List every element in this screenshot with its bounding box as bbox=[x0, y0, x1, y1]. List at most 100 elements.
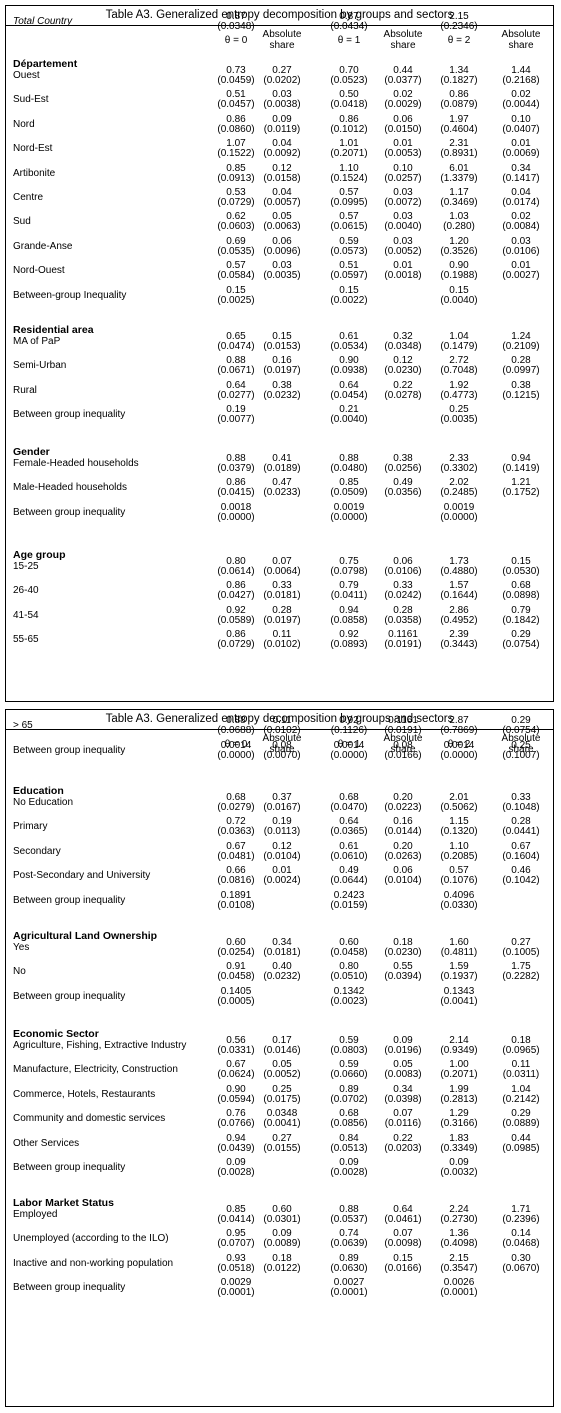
cell-stderr: (0.0458) bbox=[330, 947, 368, 958]
cell-stderr: (0.2109) bbox=[502, 341, 540, 352]
cell-value: 0.64 bbox=[339, 816, 359, 828]
cell-stderr: (0.0254) bbox=[217, 947, 255, 958]
cell-stderr: (0.1417) bbox=[502, 172, 540, 184]
cell-value: 0.20 bbox=[393, 792, 413, 803]
cell-stderr: (0.0454) bbox=[330, 389, 368, 401]
cell-stderr: (0.0072) bbox=[384, 197, 422, 208]
cell-stderr: (0.1007) bbox=[502, 750, 540, 761]
cell-stderr: (0.1937) bbox=[440, 971, 478, 983]
cell-value: 0.1342 bbox=[333, 985, 365, 997]
cell-stderr: (0.0166) bbox=[384, 750, 422, 761]
cell-value: 0.47 bbox=[272, 477, 292, 489]
row-label: Between group inequality bbox=[13, 745, 126, 756]
cell-value: 0.64 bbox=[339, 379, 359, 391]
cell-stderr: (0.0278) bbox=[384, 389, 422, 401]
col-theta0: θ = 0 bbox=[224, 739, 248, 750]
cell-value: 0.88 bbox=[226, 715, 246, 726]
cell-stderr: (0.1419) bbox=[502, 463, 540, 474]
cell-stderr: (0.0052) bbox=[384, 245, 422, 257]
cell-value: 0.67 bbox=[226, 1059, 246, 1071]
cell-stderr: (0.0816) bbox=[217, 875, 255, 887]
cell-stderr: (0.0913) bbox=[217, 172, 255, 184]
cell-value: 0.02 bbox=[511, 211, 531, 223]
cell-value: 0.86 bbox=[226, 629, 246, 641]
row-label: Semi-Urban bbox=[13, 360, 67, 372]
cell-value: 0.94 bbox=[226, 1132, 246, 1144]
cell-value: 0.04 bbox=[272, 138, 292, 150]
cell-stderr: (0.0856) bbox=[330, 1118, 368, 1130]
cell-value: 0.61 bbox=[339, 331, 359, 342]
cell-stderr: (0.0189) bbox=[263, 463, 301, 474]
cell-value: 0.86 bbox=[339, 113, 359, 125]
cell-stderr: (0.0427) bbox=[217, 590, 255, 602]
cell-value: 0.87 bbox=[339, 11, 359, 22]
cell-stderr: (0.0106) bbox=[384, 566, 422, 577]
row-label: Male-Headed households bbox=[13, 482, 127, 494]
cell-value: 0.1891 bbox=[220, 889, 252, 901]
cell-value: 0.90 bbox=[339, 355, 359, 367]
cell-value: 0.41 bbox=[272, 453, 292, 464]
cell-stderr: (0.2730) bbox=[440, 1214, 478, 1225]
cell-value: 1.17 bbox=[449, 187, 469, 198]
cell-stderr: (0.2085) bbox=[440, 850, 478, 862]
cell-value: 0.68 bbox=[511, 580, 531, 592]
row-label: Inactive and non-working population bbox=[13, 1257, 174, 1269]
cell-stderr: (0.2282) bbox=[502, 971, 540, 983]
cell-value: 1.10 bbox=[449, 840, 469, 852]
table-panel-1: Table A3. Generalized entropy decomposit… bbox=[5, 5, 554, 702]
cell-value: 0.05 bbox=[272, 1059, 292, 1071]
row-label: Total Country bbox=[13, 16, 73, 27]
cell-stderr: (0.0108) bbox=[217, 899, 255, 911]
cell-stderr: (0.4604) bbox=[440, 123, 478, 135]
cell-stderr: (0.2346) bbox=[440, 21, 478, 32]
cell-stderr: (0.0394) bbox=[384, 971, 422, 983]
cell-value: 0.01 bbox=[393, 138, 413, 150]
row-label: No Education bbox=[13, 797, 74, 808]
cell-value: 0.57 bbox=[339, 211, 359, 223]
cell-stderr: (0.4880) bbox=[440, 566, 478, 577]
cell-stderr: (0.0879) bbox=[440, 99, 478, 111]
row-label: Community and domestic services bbox=[13, 1113, 166, 1125]
cell-stderr: (0.0644) bbox=[330, 875, 368, 887]
cell-value: 0.18 bbox=[393, 937, 413, 948]
cell-value: 0.88 bbox=[226, 355, 246, 367]
cell-value: 0.14 bbox=[511, 1228, 531, 1240]
cell-stderr: (0.0407) bbox=[502, 123, 540, 135]
cell-stderr: (0.1522) bbox=[217, 148, 255, 160]
cell-stderr: (0.7048) bbox=[440, 365, 478, 377]
section-title: Gender bbox=[13, 446, 50, 458]
cell-stderr: (0.0597) bbox=[330, 270, 368, 282]
cell-stderr: (0.0083) bbox=[384, 1069, 422, 1081]
cell-value: 0.60 bbox=[272, 1204, 292, 1215]
cell-value: 0.69 bbox=[226, 235, 246, 247]
cell-stderr: (0.0530) bbox=[502, 566, 540, 577]
cell-stderr: (0.0041) bbox=[263, 1118, 301, 1130]
cell-value: 0.1161 bbox=[388, 629, 418, 641]
row-label: Between group inequality bbox=[13, 894, 126, 906]
col-theta2: θ = 2 bbox=[447, 739, 471, 750]
cell-value: 0.04 bbox=[272, 187, 292, 198]
cell-value: 0.0019 bbox=[443, 501, 475, 513]
cell-value: 0.0348 bbox=[266, 1108, 298, 1120]
cell-stderr: (0.3469) bbox=[440, 197, 478, 208]
cell-stderr: (0.0005) bbox=[217, 995, 255, 1007]
cell-stderr: (0.0203) bbox=[384, 1142, 422, 1154]
cell-value: 0.03 bbox=[272, 89, 292, 101]
cell-stderr: (0.0063) bbox=[263, 221, 301, 233]
cell-stderr: (0.3166) bbox=[440, 1118, 478, 1130]
cell-value: 0.28 bbox=[511, 355, 531, 367]
cell-value: 0.34 bbox=[272, 937, 292, 948]
cell-value: 1.44 bbox=[511, 65, 531, 76]
cell-stderr: (0.0594) bbox=[217, 1093, 255, 1105]
row-label: MA of PaP bbox=[13, 336, 61, 347]
cell-value: 0.49 bbox=[393, 477, 413, 489]
cell-stderr: (0.0000) bbox=[330, 511, 368, 523]
cell-stderr: (0.0523) bbox=[330, 75, 368, 86]
cell-stderr: (0.0084) bbox=[502, 221, 540, 233]
cell-stderr: (0.4773) bbox=[440, 389, 478, 401]
cell-stderr: (0.0509) bbox=[330, 487, 368, 499]
cell-stderr: (0.0459) bbox=[217, 75, 255, 86]
cell-value: 0.33 bbox=[393, 580, 413, 592]
cell-stderr: (0.0044) bbox=[502, 99, 540, 111]
cell-stderr: (0.0729) bbox=[217, 639, 255, 651]
